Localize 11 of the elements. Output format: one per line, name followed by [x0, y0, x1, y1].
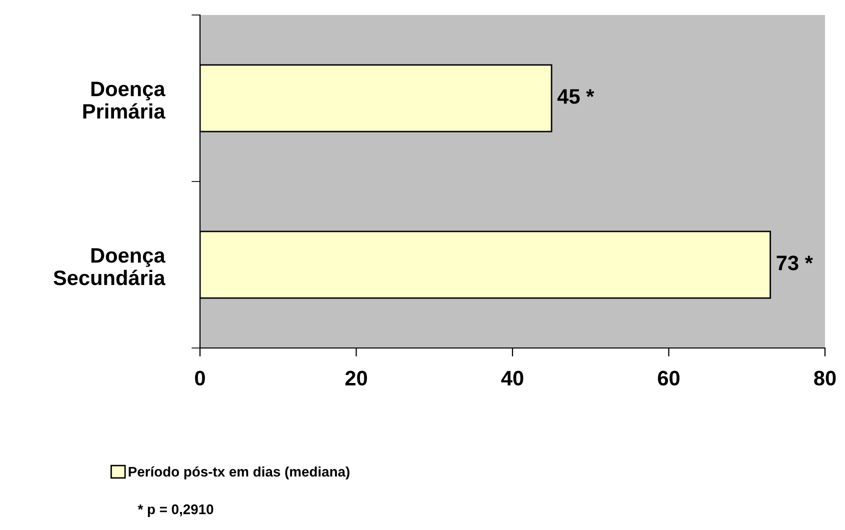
- x-tick-label: 40: [501, 370, 524, 386]
- data-label: 45 *: [557, 89, 594, 104]
- legend-label: Período pós-tx em dias (mediana): [128, 466, 350, 480]
- text: * p = 0,2910: [138, 504, 214, 517]
- x-tick-label: 60: [658, 370, 680, 386]
- x-tick-label: 20: [345, 370, 367, 386]
- y-tick-label: Doença Primária: [83, 82, 166, 119]
- x-tick-label: 80: [814, 370, 836, 386]
- y-tick-label: Doença Secundária: [54, 248, 166, 286]
- x-tick-label: 0: [195, 370, 205, 386]
- data-label: 73 *: [776, 256, 813, 270]
